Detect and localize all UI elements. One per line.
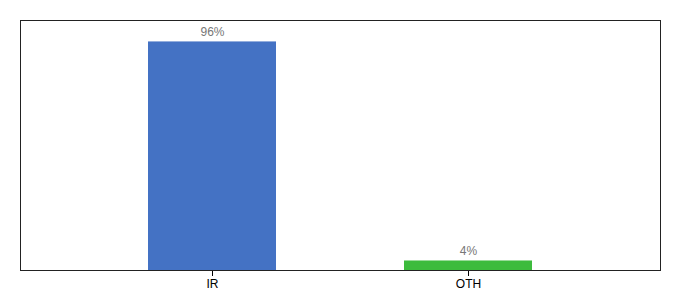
svg-text:IR: IR (207, 277, 219, 291)
svg-text:4%: 4% (460, 244, 478, 258)
svg-text:OTH: OTH (456, 277, 481, 291)
svg-text:96%: 96% (200, 25, 224, 39)
